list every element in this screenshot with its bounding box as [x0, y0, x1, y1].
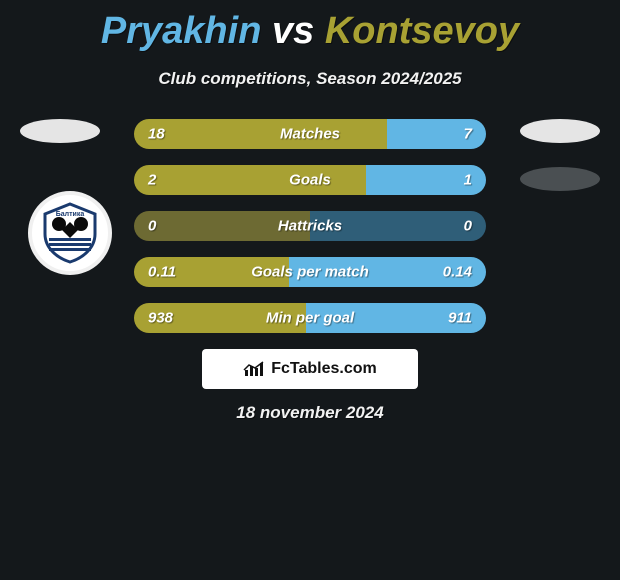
stat-bar: 938 911 Min per goal: [134, 303, 486, 333]
stat-bar: 2 1 Goals: [134, 165, 486, 195]
vs-text: vs: [272, 10, 314, 52]
player1-club-badge: Балтика: [28, 191, 112, 275]
stat-value-right: 0: [464, 218, 472, 235]
subtitle: Club competitions, Season 2024/2025: [0, 69, 620, 89]
stat-bar: 0 0 Hattricks: [134, 211, 486, 241]
player1-name: Pryakhin: [101, 10, 262, 52]
stat-label: Goals per match: [251, 264, 369, 281]
footer-brand-text: FcTables.com: [271, 360, 377, 378]
stat-value-left: 0: [148, 218, 156, 235]
comparison-content: Балтика 18 7 Matches 2 1 Goals 0 0 Hattricks 0.11…: [0, 119, 620, 333]
footer-brand[interactable]: FcTables.com: [202, 349, 418, 389]
stat-value-left: 938: [148, 310, 173, 327]
stat-label: Goals: [289, 172, 331, 189]
stat-bar: 18 7 Matches: [134, 119, 486, 149]
stat-value-right: 7: [464, 126, 472, 143]
comparison-title: Pryakhin vs Kontsevoy: [0, 0, 620, 53]
stat-label: Min per goal: [266, 310, 354, 327]
stat-bars: 18 7 Matches 2 1 Goals 0 0 Hattricks 0.11 0.14 Goal…: [134, 119, 486, 333]
stat-value-right: 0.14: [443, 264, 472, 281]
stat-bar: 0.11 0.14 Goals per match: [134, 257, 486, 287]
player1-avatar: [20, 119, 100, 143]
player2-name: Kontsevoy: [325, 10, 519, 52]
stat-value-left: 2: [148, 172, 156, 189]
svg-text:Балтика: Балтика: [56, 211, 85, 218]
player2-club-avatar: [520, 167, 600, 191]
stat-label: Matches: [280, 126, 340, 143]
footer-date: 18 november 2024: [0, 403, 620, 423]
stat-label: Hattricks: [278, 218, 342, 235]
stat-bar-left: [134, 119, 387, 149]
player2-avatar: [520, 119, 600, 143]
stat-value-right: 911: [448, 310, 472, 327]
club-crest-icon: Балтика: [37, 200, 103, 266]
stat-value-left: 0.11: [148, 264, 176, 281]
stat-value-right: 1: [464, 172, 472, 189]
stat-value-left: 18: [148, 126, 165, 143]
stat-bar-left: [134, 165, 366, 195]
chart-icon: [243, 360, 265, 378]
